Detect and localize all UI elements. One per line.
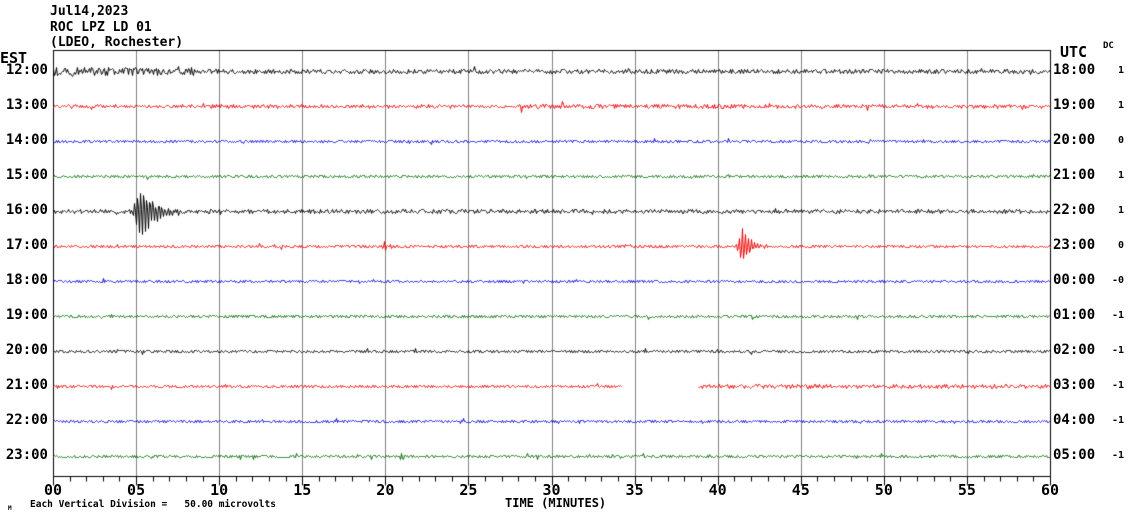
dc-value-00:00: -0 [1111,275,1124,286]
utc-label-23:00: 23:00 [1053,237,1096,253]
x-tick-35: 35 [625,481,644,499]
dc-value-03:00: -1 [1111,380,1124,391]
x-tick-50: 50 [874,481,893,499]
est-label-13:00: 13:00 [5,97,48,113]
dc-value-18:00: 1 [1117,65,1124,76]
right-timezone-label: UTC [1060,43,1088,61]
dc-value-20:00: 0 [1117,135,1124,146]
dc-value-05:00: -1 [1111,450,1124,461]
est-label-17:00: 17:00 [5,237,48,253]
dc-value-04:00: -1 [1111,415,1124,426]
dc-value-01:00: -1 [1111,310,1124,321]
title-station: ROC LPZ LD 01 [50,20,152,35]
utc-label-20:00: 20:00 [1053,132,1096,148]
dc-column-header: DC [1103,41,1114,51]
utc-label-22:00: 22:00 [1053,202,1096,218]
est-label-21:00: 21:00 [5,377,48,393]
utc-label-21:00: 21:00 [1053,167,1096,183]
est-label-15:00: 15:00 [5,167,48,183]
utc-label-00:00: 00:00 [1053,272,1096,288]
x-tick-00: 00 [43,481,63,499]
est-label-22:00: 22:00 [5,412,48,428]
est-label-19:00: 19:00 [5,307,48,323]
dc-value-23:00: 0 [1117,240,1124,251]
x-tick-10: 10 [210,481,229,499]
est-label-14:00: 14:00 [5,132,48,148]
x-axis-title: TIME (MINUTES) [505,496,607,510]
x-tick-40: 40 [708,481,727,499]
title-date: Jul14,2023 [50,4,129,19]
utc-label-18:00: 18:00 [1053,62,1096,78]
x-tick-20: 20 [376,481,395,499]
dc-value-19:00: 1 [1117,100,1124,111]
x-tick-25: 25 [459,481,478,499]
title-network: (LDEO, Rochester) [50,35,184,50]
est-label-20:00: 20:00 [5,342,48,358]
dc-value-21:00: 1 [1117,170,1124,181]
left-timezone-label: EST [0,49,28,67]
utc-label-19:00: 19:00 [1053,97,1096,113]
est-label-23:00: 23:00 [5,447,48,463]
est-label-12:00: 12:00 [5,62,48,78]
utc-label-04:00: 04:00 [1053,412,1096,428]
dc-value-22:00: 1 [1117,205,1124,216]
dc-value-02:00: -1 [1111,345,1124,356]
x-tick-05: 05 [127,481,146,499]
utc-label-03:00: 03:00 [1053,377,1096,393]
corner-watermark: M [8,505,12,512]
utc-label-02:00: 02:00 [1053,342,1096,358]
x-tick-15: 15 [293,481,312,499]
est-label-16:00: 16:00 [5,202,48,218]
utc-label-05:00: 05:00 [1053,447,1096,463]
x-tick-45: 45 [791,481,810,499]
est-label-18:00: 18:00 [5,272,48,288]
x-tick-55: 55 [957,481,976,499]
x-tick-60: 60 [1040,481,1060,499]
utc-label-01:00: 01:00 [1053,307,1096,323]
vertical-division-note: Each Vertical Division = 50.00 microvolt… [30,499,276,510]
x-tick-30: 30 [542,481,561,499]
